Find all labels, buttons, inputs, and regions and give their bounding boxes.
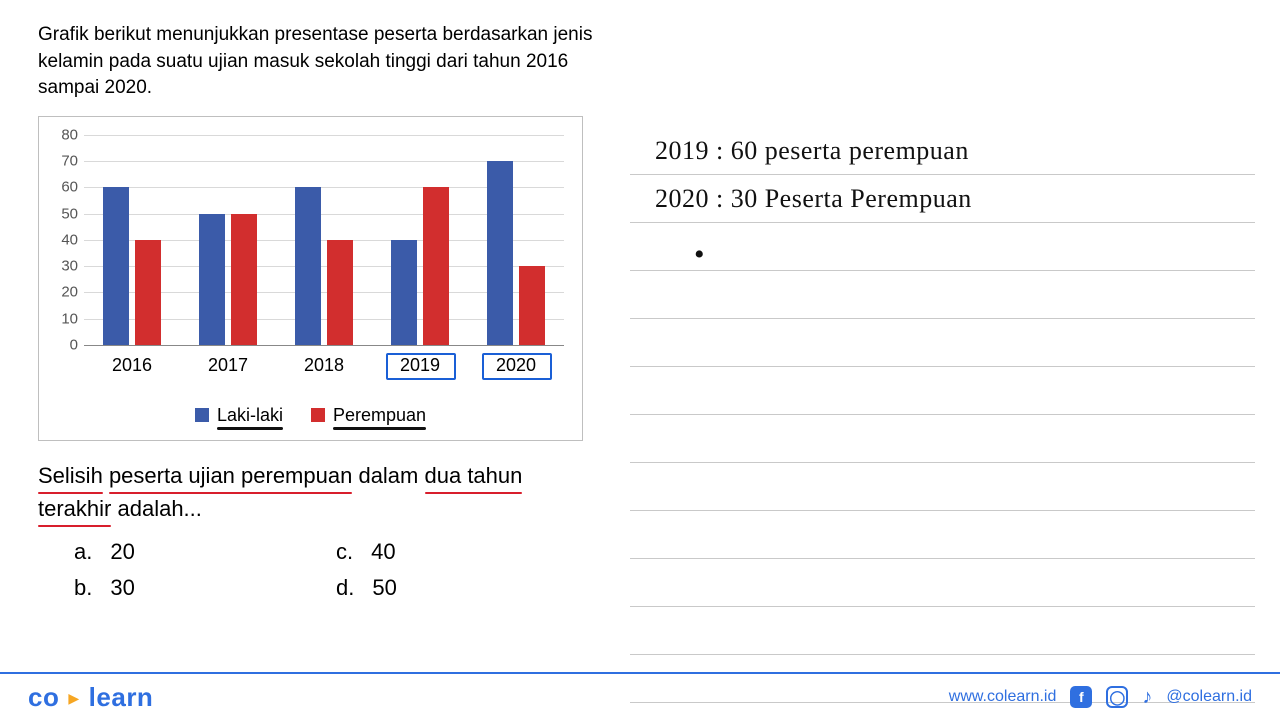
bar: [103, 187, 129, 345]
page: Grafik berikut menunjukkan presentase pe…: [0, 0, 1280, 720]
option-c[interactable]: c. 40: [336, 539, 598, 565]
legend-label: Laki-laki: [217, 405, 283, 426]
y-axis-label: 10: [61, 310, 78, 327]
legend-item-laki: Laki-laki: [195, 405, 283, 426]
option-b[interactable]: b. 30: [74, 575, 336, 601]
logo-dot-icon: ►: [59, 688, 88, 708]
gridline: [84, 345, 564, 346]
legend: Laki-laki Perempuan: [39, 405, 582, 426]
ruled-line: [630, 462, 1255, 463]
x-axis-label: 2017: [199, 355, 257, 376]
option-letter: b.: [74, 575, 92, 601]
x-axis-label: 2016: [103, 355, 161, 376]
notes-panel: 2019 : 60 peserta perempuan 2020 : 30 Pe…: [630, 130, 1255, 675]
option-value: 30: [110, 575, 134, 601]
legend-swatch: [311, 408, 325, 422]
y-axis-label: 80: [61, 126, 78, 143]
option-a[interactable]: a. 20: [74, 539, 336, 565]
option-letter: d.: [336, 575, 354, 601]
handwritten-line: 2020 : 30 Peserta Perempuan: [655, 184, 972, 214]
y-axis-label: 50: [61, 205, 78, 222]
bar-group: 2016: [103, 187, 161, 345]
ruled-line: [630, 414, 1255, 415]
handwritten-line: 2019 : 60 peserta perempuan: [655, 136, 969, 166]
y-axis-label: 20: [61, 284, 78, 301]
option-value: 50: [372, 575, 396, 601]
ruled-line: [630, 558, 1255, 559]
option-letter: c.: [336, 539, 353, 565]
footer-right: www.colearn.id f ◯ ♪ @colearn.id: [949, 686, 1252, 709]
ruled-line: [630, 174, 1255, 175]
ruled-line: [630, 318, 1255, 319]
bar-groups: 2016 2017 2018 2019 2020: [84, 135, 564, 345]
option-value: 20: [110, 539, 134, 565]
bar-group: 2018: [295, 187, 353, 345]
answer-options: a. 20 c. 40 b. 30 d. 50: [38, 539, 598, 601]
bar-chart: 0 10 20 30 40 50 60 70 80 2016 2017 2018 2019 2020 La…: [38, 116, 583, 441]
question-panel: Grafik berikut menunjukkan presentase pe…: [38, 22, 598, 601]
ruled-line: [630, 270, 1255, 271]
ruled-line: [630, 366, 1255, 367]
bar: [391, 240, 417, 345]
footer-handle[interactable]: @colearn.id: [1166, 688, 1252, 706]
logo-suffix: learn: [89, 682, 154, 712]
bar: [423, 187, 449, 345]
y-axis-label: 0: [70, 336, 78, 353]
footer-url[interactable]: www.colearn.id: [949, 688, 1057, 706]
x-axis-label: 2018: [295, 355, 353, 376]
tiktok-icon[interactable]: ♪: [1142, 686, 1152, 709]
instagram-icon[interactable]: ◯: [1106, 686, 1128, 708]
facebook-icon[interactable]: f: [1070, 686, 1092, 708]
y-axis-label: 70: [61, 153, 78, 170]
option-letter: a.: [74, 539, 92, 565]
q-word: terakhir: [38, 492, 111, 525]
legend-swatch: [195, 408, 209, 422]
q-word: peserta ujian perempuan: [109, 459, 352, 492]
bar-group: 2020: [487, 161, 545, 345]
bar: [487, 161, 513, 345]
bar: [327, 240, 353, 345]
q-word: dua tahun: [425, 459, 523, 492]
option-d[interactable]: d. 50: [336, 575, 598, 601]
q-word: Selisih: [38, 459, 103, 492]
footer: co ► learn www.colearn.id f ◯ ♪ @colearn…: [0, 672, 1280, 720]
q-word: dalam: [358, 463, 418, 488]
y-axis-label: 60: [61, 179, 78, 196]
q-word: adalah...: [117, 496, 201, 521]
bar: [135, 240, 161, 345]
legend-label: Perempuan: [333, 405, 426, 426]
question-text: Selisih peserta ujian perempuan dalam du…: [38, 459, 598, 525]
ruled-line: [630, 510, 1255, 511]
option-value: 40: [371, 539, 395, 565]
y-axis-label: 40: [61, 231, 78, 248]
bar: [231, 214, 257, 345]
bar: [199, 214, 225, 345]
bar-group: 2019: [391, 187, 449, 345]
x-axis-label: 2020: [487, 355, 545, 376]
logo: co ► learn: [28, 682, 153, 713]
prompt-text: Grafik berikut menunjukkan presentase pe…: [38, 22, 598, 102]
x-axis-label: 2019: [391, 355, 449, 376]
bar: [295, 187, 321, 345]
legend-item-perempuan: Perempuan: [311, 405, 426, 426]
y-axis-label: 30: [61, 258, 78, 275]
ruled-line: [630, 222, 1255, 223]
handwritten-dot: •: [694, 238, 705, 272]
bar: [519, 266, 545, 345]
plot-area: 0102030405060708020162017201820192020: [84, 135, 564, 345]
ruled-line: [630, 654, 1255, 655]
logo-prefix: co: [28, 682, 59, 712]
ruled-line: [630, 606, 1255, 607]
bar-group: 2017: [199, 214, 257, 345]
